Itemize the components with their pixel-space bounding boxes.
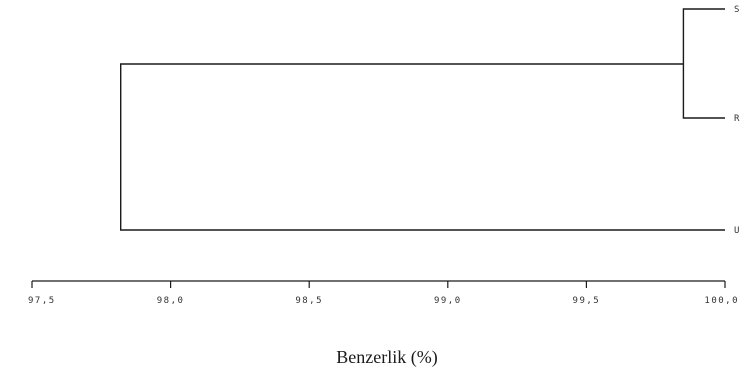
- x-tick-label: 97,5: [28, 296, 56, 306]
- dendrogram-branches: [120, 8, 725, 231]
- leaf-label: R: [734, 114, 740, 124]
- leaf-label: U: [734, 226, 739, 236]
- x-tick-label: 99,5: [573, 296, 601, 306]
- x-tick-label: 100,0: [704, 296, 739, 306]
- dendrogram-branch: [120, 63, 725, 231]
- x-tick-label: 99,0: [434, 296, 462, 306]
- leaf-labels: S R U: [734, 5, 740, 236]
- x-tick-label: 98,5: [295, 296, 323, 306]
- dendrogram-branch: [682, 8, 725, 119]
- leaf-label: S: [734, 5, 739, 15]
- x-axis: 97,5 98,0 98,5 99,0 99,5 100,0: [28, 280, 739, 306]
- x-tick-label: 98,0: [157, 296, 185, 306]
- x-axis-title: Benzerlik (%): [336, 347, 437, 368]
